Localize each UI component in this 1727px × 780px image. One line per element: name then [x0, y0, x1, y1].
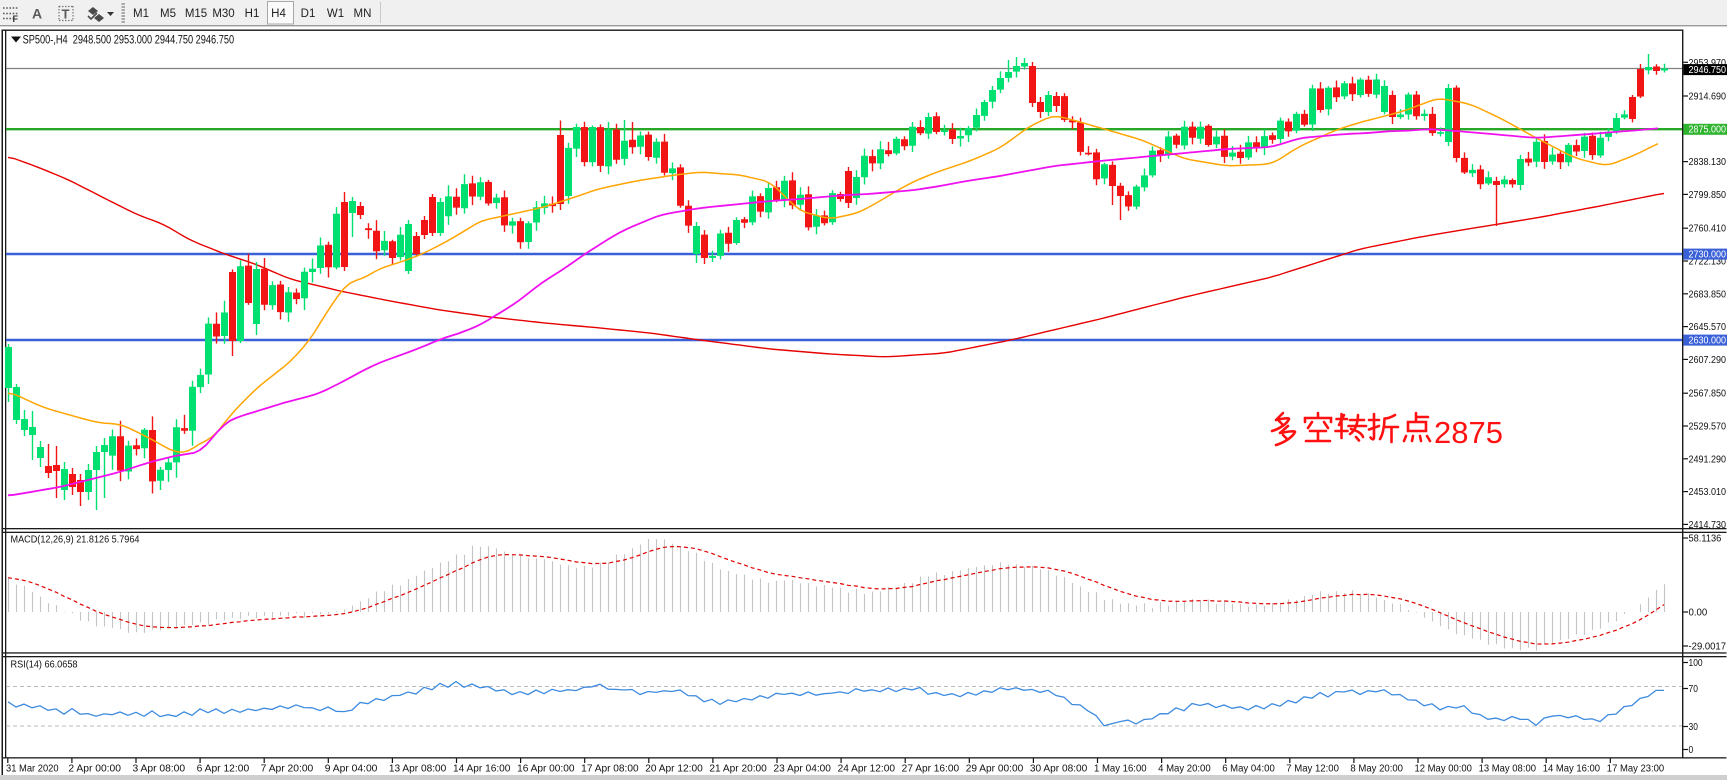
- svg-text:2567.850: 2567.850: [1689, 389, 1727, 400]
- svg-text:M5: M5: [160, 8, 176, 20]
- svg-text:2491.290: 2491.290: [1689, 454, 1727, 465]
- svg-text:14 Apr 16:00: 14 Apr 16:00: [453, 764, 511, 775]
- svg-text:2630.000: 2630.000: [1689, 336, 1727, 347]
- svg-text:31 Mar 2020: 31 Mar 2020: [6, 764, 59, 775]
- svg-text:F: F: [13, 14, 19, 24]
- svg-text:27 Apr 16:00: 27 Apr 16:00: [902, 764, 960, 775]
- svg-text:13 Apr 08:00: 13 Apr 08:00: [389, 764, 447, 775]
- svg-text:30: 30: [1689, 722, 1699, 733]
- svg-text:T: T: [62, 7, 70, 22]
- svg-text:23 Apr 04:00: 23 Apr 04:00: [774, 764, 832, 775]
- svg-text:70: 70: [1689, 684, 1699, 695]
- svg-text:2645.570: 2645.570: [1689, 322, 1727, 333]
- svg-text:1 May 16:00: 1 May 16:00: [1094, 764, 1147, 775]
- svg-text:2414.730: 2414.730: [1689, 520, 1727, 531]
- svg-text:M15: M15: [185, 8, 207, 20]
- svg-text:2946.750: 2946.750: [1689, 65, 1727, 76]
- svg-text:2722.130: 2722.130: [1689, 257, 1727, 268]
- svg-text:H1: H1: [245, 8, 260, 20]
- svg-text:13 May 08:00: 13 May 08:00: [1479, 764, 1537, 775]
- svg-text:17 Apr 08:00: 17 Apr 08:00: [581, 764, 639, 775]
- svg-text:12 May 00:00: 12 May 00:00: [1415, 764, 1473, 775]
- svg-text:2453.010: 2453.010: [1689, 487, 1727, 498]
- svg-text:8 May 20:00: 8 May 20:00: [1350, 764, 1403, 775]
- svg-text:2875.000: 2875.000: [1689, 125, 1727, 136]
- svg-text:6 Apr 12:00: 6 Apr 12:00: [197, 764, 250, 775]
- svg-text:2799.850: 2799.850: [1689, 190, 1727, 201]
- svg-text:2838.130: 2838.130: [1689, 157, 1727, 168]
- svg-text:58.1136: 58.1136: [1689, 534, 1722, 545]
- svg-text:MN: MN: [354, 8, 372, 20]
- svg-text:RSI(14) 66.0658: RSI(14) 66.0658: [11, 660, 79, 671]
- svg-text:9 Apr 04:00: 9 Apr 04:00: [325, 764, 378, 775]
- svg-text:30 Apr 08:00: 30 Apr 08:00: [1030, 764, 1088, 775]
- svg-text:D1: D1: [301, 8, 316, 20]
- svg-text:W1: W1: [327, 8, 344, 20]
- svg-text:20 Apr 12:00: 20 Apr 12:00: [645, 764, 703, 775]
- svg-text:100: 100: [1689, 658, 1704, 669]
- svg-text:21 Apr 20:00: 21 Apr 20:00: [709, 764, 767, 775]
- svg-text:SP500-,H4 2948.500 2953.000 2: SP500-,H4 2948.500 2953.000 2944.750 294…: [23, 33, 235, 47]
- svg-text:H4: H4: [271, 8, 286, 20]
- svg-text:-29.0017: -29.0017: [1689, 642, 1727, 653]
- svg-text:17 May 23:00: 17 May 23:00: [1607, 764, 1665, 775]
- svg-text:4 May 20:00: 4 May 20:00: [1158, 764, 1211, 775]
- svg-text:2730.000: 2730.000: [1689, 250, 1727, 261]
- svg-text:M1: M1: [133, 8, 149, 20]
- svg-text:2607.290: 2607.290: [1689, 355, 1727, 366]
- svg-text:2 Apr 00:00: 2 Apr 00:00: [68, 764, 121, 775]
- svg-text:3 Apr 08:00: 3 Apr 08:00: [133, 764, 186, 775]
- svg-text:A: A: [32, 6, 42, 22]
- svg-text:24 Apr 12:00: 24 Apr 12:00: [838, 764, 896, 775]
- svg-text:2760.410: 2760.410: [1689, 224, 1727, 235]
- svg-text:6 May 04:00: 6 May 04:00: [1222, 764, 1275, 775]
- svg-text:14 May 16:00: 14 May 16:00: [1543, 764, 1601, 775]
- svg-text:7 May 12:00: 7 May 12:00: [1286, 764, 1339, 775]
- svg-text:0: 0: [1689, 745, 1694, 756]
- svg-text:MACD(12,26,9) 21.8126 5.7964: MACD(12,26,9) 21.8126 5.7964: [11, 535, 141, 546]
- svg-text:16 Apr 00:00: 16 Apr 00:00: [517, 764, 575, 775]
- svg-text:2529.570: 2529.570: [1689, 422, 1727, 433]
- svg-text:29 Apr 00:00: 29 Apr 00:00: [966, 764, 1024, 775]
- svg-text:2914.690: 2914.690: [1689, 92, 1727, 103]
- svg-text:7 Apr 20:00: 7 Apr 20:00: [261, 764, 314, 775]
- svg-text:M30: M30: [212, 8, 234, 20]
- svg-text:2683.850: 2683.850: [1689, 289, 1727, 300]
- svg-text:2953.970: 2953.970: [1689, 58, 1727, 69]
- svg-text:0.00: 0.00: [1689, 608, 1708, 619]
- svg-text:2875: 2875: [1434, 415, 1503, 450]
